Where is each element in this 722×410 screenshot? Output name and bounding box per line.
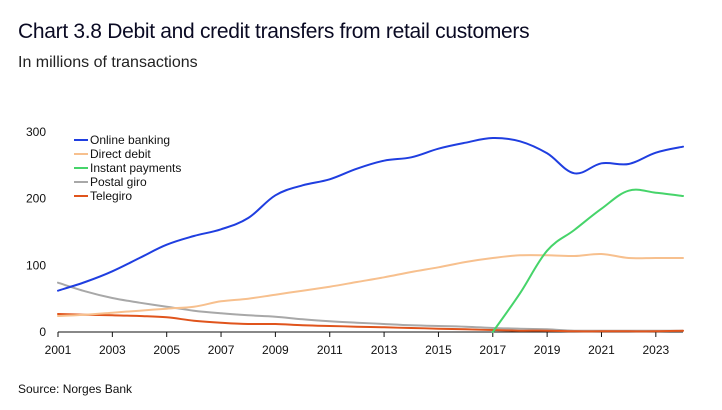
axes: 0 100 200 300 2001 2003 2005 2007 2009 2011 2013 20… bbox=[26, 125, 683, 357]
legend-label: Instant payments bbox=[90, 161, 181, 175]
x-tick-label: 2005 bbox=[153, 343, 180, 357]
x-tick-label: 2003 bbox=[99, 343, 126, 357]
chart-title: Chart 3.8 Debit and credit transfers fro… bbox=[18, 20, 530, 43]
series-line-postal-giro bbox=[57, 281, 684, 332]
series-line-telegiro bbox=[57, 313, 684, 333]
x-tick-label: 2011 bbox=[317, 343, 343, 357]
series-line-direct-debit bbox=[57, 252, 684, 317]
y-tick-label: 0 bbox=[39, 325, 46, 339]
source-note: Source: Norges Bank bbox=[18, 382, 133, 396]
x-tick-label: 2001 bbox=[45, 343, 72, 357]
legend-label: Direct debit bbox=[90, 147, 151, 161]
x-tick-label: 2021 bbox=[588, 343, 615, 357]
series-line-instant-payments bbox=[491, 188, 684, 333]
x-tick-label: 2019 bbox=[534, 343, 561, 357]
y-tick-label: 100 bbox=[26, 258, 46, 272]
y-tick-label: 300 bbox=[26, 125, 46, 139]
y-tick-label: 200 bbox=[26, 192, 46, 206]
x-tick-label: 2007 bbox=[208, 343, 235, 357]
legend-label: Online banking bbox=[90, 133, 170, 147]
legend-label: Telegiro bbox=[90, 189, 132, 203]
series-lines bbox=[57, 136, 684, 333]
x-tick-label: 2023 bbox=[642, 343, 669, 357]
x-tick-label: 2013 bbox=[371, 343, 398, 357]
legend-label: Postal giro bbox=[90, 175, 147, 189]
x-tick-label: 2017 bbox=[479, 343, 506, 357]
x-tick-label: 2009 bbox=[262, 343, 289, 357]
x-tick-label: 2015 bbox=[425, 343, 452, 357]
chart-subtitle: In millions of transactions bbox=[18, 54, 198, 71]
series-line-online-banking bbox=[57, 136, 684, 292]
